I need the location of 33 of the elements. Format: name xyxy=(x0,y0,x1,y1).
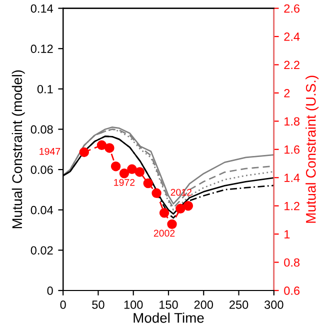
y2-tick-label: 0.6 xyxy=(284,286,300,295)
x-tick-label: 100 xyxy=(124,300,143,309)
x-tick-label: 0 xyxy=(60,300,66,309)
y-tick-label: 0.14 xyxy=(30,4,54,13)
x-tick-label: 50 xyxy=(92,300,104,309)
annotation: 1972 xyxy=(114,178,135,186)
y2-tick-label: 1.8 xyxy=(284,117,300,126)
y-tick-label: 0.1 xyxy=(37,84,53,94)
x-axis-title: Model Time xyxy=(134,312,204,323)
y-tick-label: 0 xyxy=(47,286,53,295)
y2-axis-title: Mutual Constraint (U.S.) xyxy=(306,76,319,223)
y2-tick-label: 2 xyxy=(284,88,290,98)
y-tick-label: 0.04 xyxy=(30,206,54,214)
y-tick-label: 0.06 xyxy=(30,166,53,174)
text: 1947 xyxy=(40,148,60,155)
x-tick-label: 300 xyxy=(264,300,284,309)
y-tick-label: 0.12 xyxy=(30,44,53,54)
y2-tick-label: 1.6 xyxy=(284,145,300,154)
y2-tick-label: 1.2 xyxy=(284,202,300,210)
x-tick-label: 200 xyxy=(194,300,214,309)
y2-tick-label: 1.4 xyxy=(284,174,300,182)
y2-tick-label: 2.2 xyxy=(284,60,300,70)
y2-tick-label: 1 xyxy=(284,230,290,238)
y2-tick-label: 2.4 xyxy=(284,32,300,41)
y-tick-label: 0.02 xyxy=(30,246,53,255)
x-tick-label: 250 xyxy=(230,300,248,309)
y2-tick-label: 0.8 xyxy=(284,258,300,267)
y-tick-label: 0.08 xyxy=(30,125,53,134)
y-axis-title: Mutual Constraint (model) xyxy=(12,70,25,228)
y2-tick-label: 2.6 xyxy=(284,4,300,13)
annotation: 2012 xyxy=(170,188,192,196)
x-tick-label: 150 xyxy=(160,300,178,309)
annotation: 2002 xyxy=(154,230,175,237)
